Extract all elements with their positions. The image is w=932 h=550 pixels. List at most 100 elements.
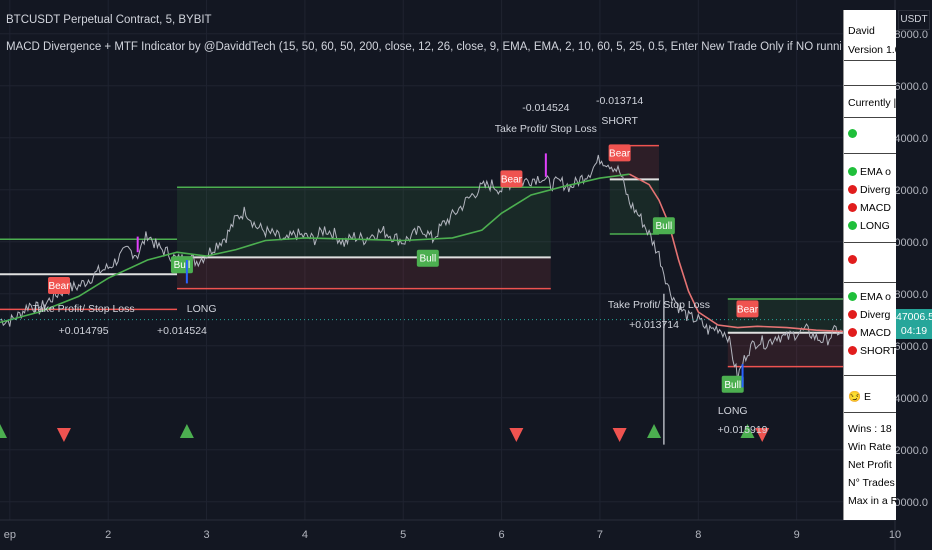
bull-label-box [721,375,744,393]
panel-row-text: Max in a R [848,495,896,507]
green-status-dot-icon [848,221,857,230]
panel-row: 😏 E [844,390,896,403]
bar-countdown: 04:19 [900,325,928,337]
panel-row [844,128,896,140]
red-status-dot-icon [848,185,857,194]
buy-signal-triangle [647,424,662,438]
annotation-tp1-label: Take Profit/ Stop Loss [495,123,597,135]
panel-row-text: EMA o [860,291,891,303]
current-price-value: 47006.5 [896,311,932,323]
panel-row-text: David [848,25,875,37]
x-tick-label: ep [4,529,16,541]
panel-row-text: Diverg [860,309,891,321]
panel-divider [844,85,896,86]
annotation-tp3-value: +0.014795 [59,325,109,337]
panel-divider [844,375,896,376]
panel-row-text: 😏 E [848,391,871,403]
chart-grid [0,0,896,520]
bear-label-box [500,170,523,188]
sell-signal-triangle [509,428,524,442]
x-tick-label: 4 [302,529,308,541]
bull-label-text: Bull [724,380,741,391]
panel-row: LONG [844,220,896,232]
ema-line-down [629,173,876,333]
y-tick-label: 44000.0 [888,393,928,405]
panel-row: MACD [844,327,896,339]
x-tick-label: 8 [695,529,701,541]
annotation-tp4-label: Take Profit/ Stop Loss [608,299,710,311]
panel-row: Win Rate [844,441,896,453]
panel-row: EMA o [844,166,896,178]
x-tick-label: 5 [400,529,406,541]
panel-row-text: N° Trades [848,477,895,489]
bull-label-box [652,217,675,235]
bull-label-text: Bull [656,221,673,232]
panel-row: Wins : 18 [844,423,896,435]
sell-signal-triangle [56,428,71,442]
panel-row: Currently | [844,97,896,109]
panel-divider [844,117,896,118]
panel-row-text: EMA o [860,166,891,178]
panel-row: EMA o [844,291,896,303]
x-tick-label: 10 [889,529,901,541]
panel-row: Diverg [844,184,896,196]
annotation-long2-value: +0.015919 [718,424,768,436]
panel-divider [844,282,896,283]
panel-row: Net Profit [844,459,896,471]
annotation-tp3-label: Take Profit/ Stop Loss [33,303,135,315]
panel-row: SHORT [844,345,896,357]
red-status-dot-icon [848,346,857,355]
panel-row [844,254,896,266]
panel-row-text: Net Profit [848,459,892,471]
y-tick-label: 50000.0 [888,237,928,249]
panel-row-text: Wins : 18 [848,423,892,435]
panel-divider [844,412,896,413]
strategy-stats-panel: David Version 1.0 Currently | EMA o Diverg MA… [843,10,896,520]
annotation-tp2-value: -0.013714 [596,95,643,107]
trade-loss-zone [177,257,551,289]
red-status-dot-icon [848,310,857,319]
panel-row-text: Version 1.0 [848,44,896,56]
y-tick-label: 48000.0 [888,289,928,301]
panel-row: Max in a R [844,495,896,507]
panel-row-text: Currently | [848,97,896,109]
bear-label-text: Bear [48,281,70,292]
x-tick-label: 2 [105,529,111,541]
x-tick-label: 3 [203,529,209,541]
panel-row-text: Diverg [860,184,891,196]
indicator-title[interactable]: MACD Divergence + MTF Indicator by @Davi… [6,41,841,53]
panel-row-text: MACD [860,327,891,339]
green-status-dot-icon [848,292,857,301]
trade-loss-zone [727,332,866,367]
red-status-dot-icon [848,203,857,212]
y-tick-label: 54000.0 [888,133,928,145]
panel-row-text: Win Rate [848,441,892,453]
sell-signal-triangle [612,428,627,442]
panel-row-text: LONG [860,220,890,232]
panel-divider [844,153,896,154]
panel-divider [844,242,896,243]
current-price-tag: 47006.5 04:19 [896,309,932,339]
signal-labels: Bear Bull Bull Bear Bear Bull Bear Bull [0,144,770,442]
panel-row: MACD [844,202,896,214]
y-tick-label: 40000.0 [888,497,928,509]
bull-label-box [416,249,439,267]
annotation-short-label: SHORT [601,115,638,127]
bear-label-box [736,300,759,318]
currency-button[interactable]: USDT [898,10,930,30]
ema-line [0,173,630,324]
bear-label-text: Bear [609,148,631,159]
bull-label-text: Bull [174,260,191,271]
x-tick-label: 9 [794,529,800,541]
x-tick-label: 7 [597,529,603,541]
y-tick-label: 46000.0 [888,341,928,353]
y-tick-label: 42000.0 [888,445,928,457]
panel-divider [844,60,896,61]
sell-signal-triangle [755,428,770,442]
trade-profit-zone [177,187,551,258]
buy-signal-triangle [179,424,194,438]
symbol-title: BTCUSDT Perpetual Contract, 5, BYBIT [6,14,212,26]
annotation-long1-value: +0.014524 [157,325,207,337]
trade-annotations: -0.014524 Take Profit/ Stop Loss -0.013714… [33,95,768,436]
